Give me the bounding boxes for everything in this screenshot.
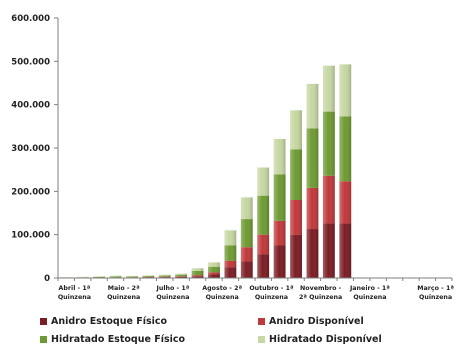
bar-segment-shading bbox=[273, 174, 286, 221]
bar-segment-shading bbox=[208, 272, 220, 275]
bar-segment-shading bbox=[175, 274, 188, 277]
legend-item-anidro-estoque: Anidro Estoque Físico bbox=[40, 314, 167, 328]
bar-segment-shading bbox=[142, 276, 155, 278]
bar-segment-shading bbox=[339, 116, 352, 182]
legend-label-anidro-estoque: Anidro Estoque Físico bbox=[51, 315, 168, 327]
bar-segment-shading bbox=[208, 274, 220, 278]
y-tick-label: 300.000 bbox=[11, 144, 50, 154]
bar-segment-shading bbox=[208, 266, 220, 273]
x-tick-label: Novembro -2ª Quinzena bbox=[299, 285, 342, 301]
bar-segment-shading bbox=[290, 149, 302, 200]
y-tick-label: 200.000 bbox=[11, 187, 50, 197]
x-tick-label: Outubro - 1ª Quinzena bbox=[249, 285, 294, 301]
bar-segment-shading bbox=[306, 187, 319, 230]
bar-segment-shading bbox=[240, 247, 253, 262]
bar-segment-shading bbox=[306, 128, 319, 188]
bar-segment-shading bbox=[158, 276, 171, 278]
bar-segment-shading bbox=[339, 223, 352, 278]
bar-segment-shading bbox=[175, 276, 188, 278]
bar-segment-shading bbox=[125, 276, 138, 278]
y-tick-label: 100.000 bbox=[11, 231, 50, 241]
bar-segment-shading bbox=[224, 230, 237, 246]
bar-segment-shading bbox=[224, 267, 237, 278]
bars-layer bbox=[60, 64, 352, 279]
y-tick-label: 400.000 bbox=[11, 101, 50, 111]
bar-segment-shading bbox=[175, 273, 188, 275]
legend-swatch-hidratado-estoque bbox=[40, 335, 47, 343]
y-tick-label: 0 bbox=[44, 274, 50, 284]
bar-segment-shading bbox=[240, 219, 253, 248]
bar-segment-shading bbox=[322, 175, 335, 224]
bar-segment-shading bbox=[273, 138, 286, 175]
y-tick-label: 500.000 bbox=[11, 57, 50, 67]
bar-segment-shading bbox=[257, 234, 270, 255]
bar-segment-shading bbox=[158, 274, 171, 276]
bar-segment-shading bbox=[175, 276, 188, 277]
bar-segment-shading bbox=[109, 275, 122, 277]
bar-segment-shading bbox=[158, 275, 171, 277]
bar-segment-shading bbox=[257, 167, 270, 196]
bar-segment-shading bbox=[224, 245, 237, 261]
legend-item-hidratado-estoque: Hidratado Estoque Físico bbox=[40, 332, 185, 346]
x-tick-label: Agosto - 2ª Quinzena bbox=[202, 285, 242, 301]
bar-segment-shading bbox=[306, 83, 319, 129]
y-tick-label: 600.000 bbox=[11, 14, 50, 24]
bar-segment-shading bbox=[290, 234, 302, 278]
legend-swatch-hidratado-disponivel bbox=[258, 335, 265, 343]
bar-segment-shading bbox=[76, 276, 89, 278]
bar-segment-shading bbox=[125, 276, 138, 277]
x-tick-label: Março - 1ª Quinzena bbox=[417, 285, 454, 301]
x-tick-label: Maio - 2ª Quinzena bbox=[107, 285, 140, 301]
bar-segment-shading bbox=[339, 181, 352, 224]
bar-segment-shading bbox=[191, 276, 204, 278]
bar-segment-shading bbox=[306, 229, 319, 278]
y-axis-ticks: 0 100.000 200.000 300.000 400.000 500.000 600.… bbox=[11, 14, 58, 284]
x-tick-label: Abril - 1ª Quinzena bbox=[58, 285, 91, 301]
bar-segment-shading bbox=[191, 270, 204, 276]
bar-segment-shading bbox=[273, 245, 286, 278]
bar-segment-shading bbox=[93, 276, 105, 278]
x-tick-label: Janeiro - 1ª Quinzena bbox=[349, 285, 390, 301]
legend-label-hidratado-disponivel: Hidratado Disponível bbox=[269, 333, 382, 345]
bar-segment-shading bbox=[191, 268, 204, 271]
bar-segment-shading bbox=[208, 262, 220, 267]
bar-segment-shading bbox=[142, 277, 155, 278]
legend-item-hidratado-disponivel: Hidratado Disponível bbox=[258, 332, 382, 346]
bar-segment-shading bbox=[290, 200, 302, 235]
x-axis-ticks: Abril - 1ª Quinzena Maio - 2ª Quinzena Julho… bbox=[57, 278, 454, 301]
bar-segment-shading bbox=[322, 111, 335, 176]
bar-segment-shading bbox=[240, 197, 253, 220]
bar-segment-shading bbox=[142, 275, 155, 277]
bar-segment-shading bbox=[93, 277, 105, 278]
bar-segment-shading bbox=[290, 110, 302, 150]
bar-segment-shading bbox=[191, 275, 204, 277]
legend-item-anidro-disponivel: Anidro Disponível bbox=[258, 314, 364, 328]
bar-segment-shading bbox=[273, 220, 286, 246]
bar-segment-shading bbox=[109, 276, 122, 278]
legend-swatch-anidro-estoque bbox=[40, 317, 47, 325]
bar-segment-shading bbox=[257, 254, 270, 278]
bar-segment-shading bbox=[240, 261, 253, 278]
bar-segment-shading bbox=[224, 260, 237, 268]
bar-segment-shading bbox=[257, 195, 270, 235]
bar-segment-shading bbox=[339, 64, 352, 117]
legend-swatch-anidro-disponivel bbox=[258, 317, 265, 325]
legend-label-hidratado-estoque: Hidratado Estoque Físico bbox=[51, 333, 186, 345]
x-tick-label: Julho - 1ª Quinzena bbox=[156, 285, 190, 301]
chart-legend: Anidro Estoque Físico Anidro Disponível … bbox=[40, 314, 460, 350]
bar-segment-shading bbox=[322, 223, 335, 278]
legend-label-anidro-disponivel: Anidro Disponível bbox=[269, 315, 364, 327]
bar-segment-shading bbox=[322, 65, 335, 112]
